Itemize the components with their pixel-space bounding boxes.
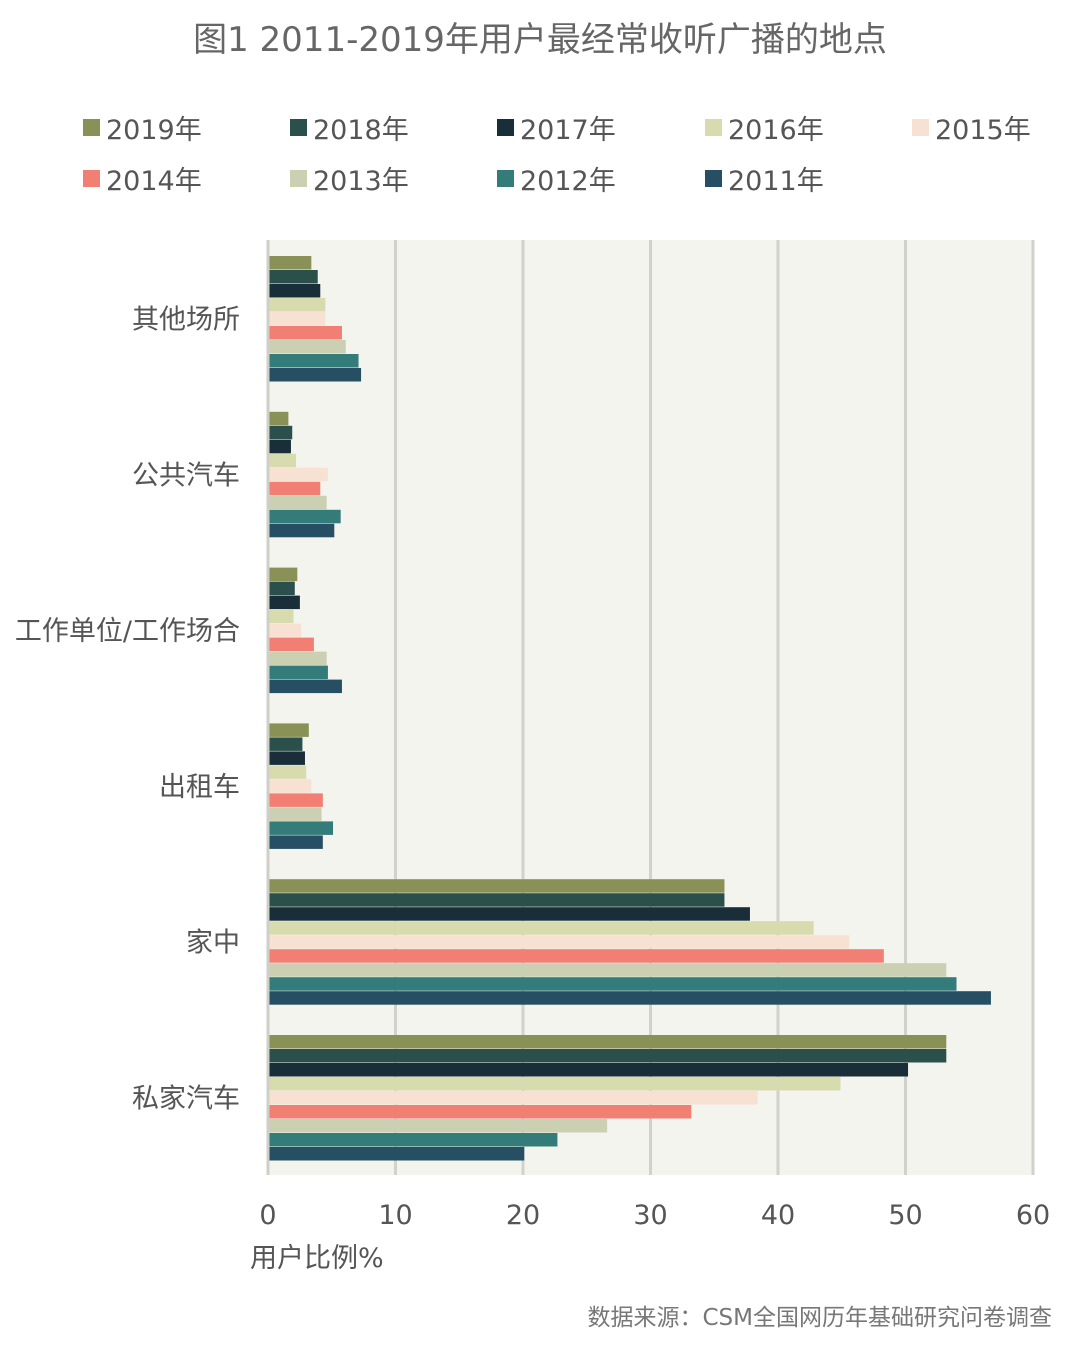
bar-6-5 [269, 1091, 758, 1105]
bar-4-3 [269, 751, 305, 765]
data-source-note: 数据来源：CSM全国网历年基础研究问卷调查 [587, 1305, 1052, 1331]
legend-swatch [705, 119, 722, 136]
bar-6-3 [269, 1063, 909, 1077]
bar-3-1 [269, 567, 298, 582]
bar-1-7 [269, 340, 346, 354]
legend-label: 2015年 [935, 115, 1031, 146]
legend-label: 2013年 [313, 166, 409, 197]
legend-item: 2018年 [290, 108, 409, 147]
bar-3-8 [269, 665, 328, 680]
bar-5-7 [269, 963, 947, 977]
bar-5-4 [269, 921, 814, 935]
bar-4-5 [269, 779, 312, 793]
legend-label: 2014年 [106, 166, 202, 197]
x-tick-label: 50 [888, 1200, 922, 1231]
legend-swatch [83, 170, 100, 187]
x-axis-label: 用户比例% [250, 1243, 384, 1274]
bar-6-8 [269, 1133, 558, 1147]
legend-item: 2013年 [290, 159, 409, 198]
bar-3-9 [269, 679, 342, 694]
bar-1-3 [269, 284, 321, 298]
y-category-label: 出租车 [159, 772, 240, 803]
bar-5-5 [269, 935, 850, 949]
chart-title: 图1 2011-2019年用户最经常收听广播的地点 [193, 20, 887, 60]
y-category-label: 私家汽车 [132, 1084, 240, 1115]
x-tick-label: 20 [506, 1200, 540, 1231]
legend-item: 2012年 [497, 159, 616, 198]
bar-6-7 [269, 1119, 608, 1133]
bar-3-6 [269, 637, 314, 652]
bar-5-2 [269, 893, 725, 907]
y-category-label: 公共汽车 [132, 460, 240, 491]
bar-1-4 [269, 298, 326, 312]
bar-4-6 [269, 793, 323, 807]
bar-1-8 [269, 354, 359, 368]
bar-2-5 [269, 467, 328, 482]
bar-5-9 [269, 991, 991, 1005]
bar-1-1 [269, 256, 312, 270]
legend-swatch [497, 170, 514, 187]
bar-3-3 [269, 595, 300, 610]
bar-4-7 [269, 807, 322, 821]
bar-2-4 [269, 453, 297, 468]
bar-6-6 [269, 1105, 692, 1119]
legend-item: 2017年 [497, 108, 616, 147]
y-category-label: 家中 [186, 928, 240, 959]
bar-4-1 [269, 723, 309, 737]
legend-swatch [912, 119, 929, 136]
bar-4-2 [269, 737, 303, 751]
legend-label: 2018年 [313, 115, 409, 146]
x-tick-label: 60 [1016, 1200, 1050, 1231]
bar-2-1 [269, 411, 289, 426]
bar-1-9 [269, 368, 362, 382]
bar-6-4 [269, 1077, 841, 1091]
bar-2-6 [269, 481, 321, 496]
bar-2-3 [269, 439, 291, 454]
bar-5-1 [269, 879, 725, 893]
y-category-label: 工作单位/工作场合 [15, 616, 240, 647]
x-tick-label: 10 [378, 1200, 412, 1231]
bar-2-7 [269, 495, 327, 510]
legend-label: 2019年 [106, 115, 202, 146]
legend-swatch [290, 170, 307, 187]
legend-item: 2019年 [83, 108, 202, 147]
bar-2-2 [269, 425, 293, 440]
bar-3-7 [269, 651, 327, 666]
y-category-label: 其他场所 [132, 305, 240, 336]
bar-6-9 [269, 1147, 525, 1161]
bar-4-8 [269, 821, 334, 835]
legend-label: 2012年 [520, 166, 616, 197]
legend-item: 2015年 [912, 108, 1031, 147]
legend-swatch [705, 170, 722, 187]
bar-5-6 [269, 949, 884, 963]
legend-swatch [290, 119, 307, 136]
legend-item: 2016年 [705, 108, 824, 147]
bar-4-9 [269, 835, 323, 849]
bar-2-8 [269, 509, 341, 524]
bar-6-2 [269, 1049, 947, 1063]
legend-label: 2016年 [728, 115, 824, 146]
bar-2-9 [269, 523, 335, 538]
bar-3-2 [269, 581, 295, 596]
legend-item: 2014年 [83, 159, 202, 198]
legend-swatch [497, 119, 514, 136]
x-tick-label: 40 [761, 1200, 795, 1231]
bar-4-4 [269, 765, 307, 779]
x-tick-label: 0 [259, 1200, 276, 1231]
bar-6-1 [269, 1035, 947, 1049]
legend-item: 2011年 [705, 159, 824, 198]
bar-5-3 [269, 907, 750, 921]
bar-3-4 [269, 609, 294, 624]
legend-swatch [83, 119, 100, 136]
x-tick-label: 30 [633, 1200, 667, 1231]
bar-1-5 [269, 312, 326, 326]
bar-3-5 [269, 623, 302, 638]
legend-label: 2017年 [520, 115, 616, 146]
legend-label: 2011年 [728, 166, 824, 197]
bar-1-6 [269, 326, 342, 340]
bar-1-2 [269, 270, 318, 284]
bar-5-8 [269, 977, 957, 991]
